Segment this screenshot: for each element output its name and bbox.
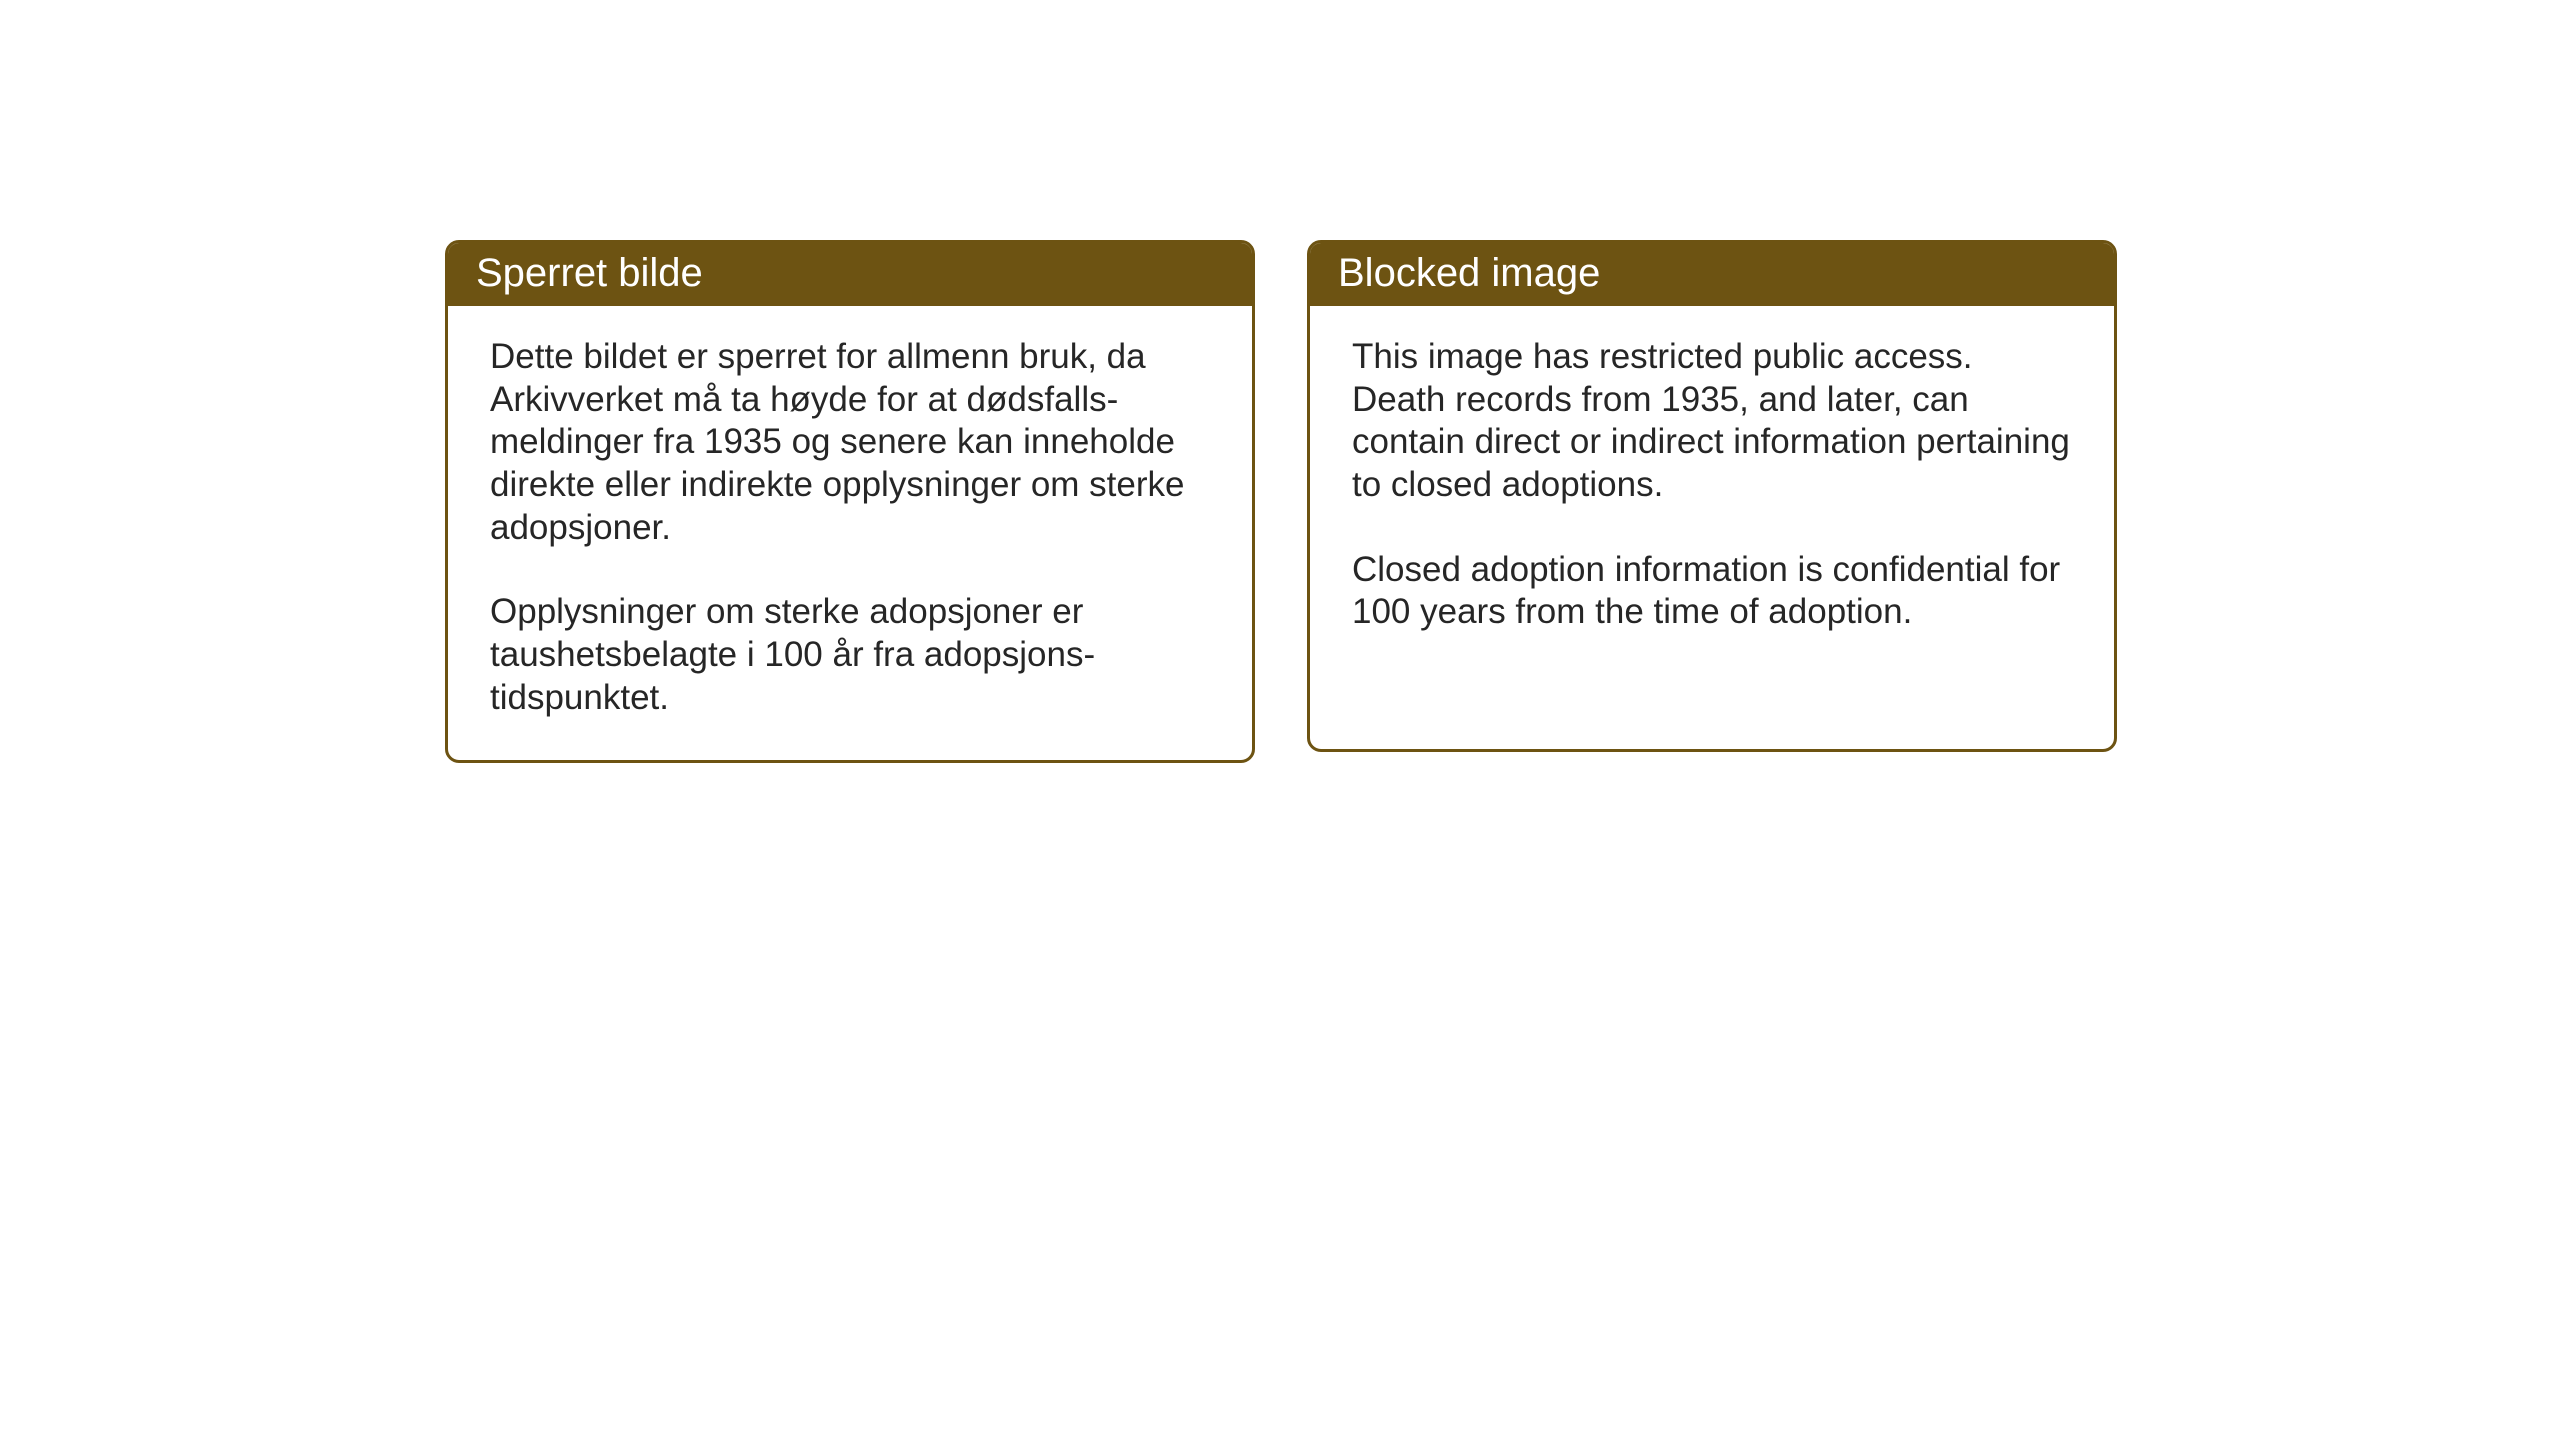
card-title-english: Blocked image	[1338, 251, 1600, 295]
paragraph-1-norwegian: Dette bildet er sperret for allmenn bruk…	[490, 336, 1210, 549]
card-body-english: This image has restricted public access.…	[1310, 306, 2114, 674]
card-header-english: Blocked image	[1310, 243, 2114, 306]
card-body-norwegian: Dette bildet er sperret for allmenn bruk…	[448, 306, 1252, 760]
card-header-norwegian: Sperret bilde	[448, 243, 1252, 306]
paragraph-2-english: Closed adoption information is confident…	[1352, 549, 2072, 634]
paragraph-1-english: This image has restricted public access.…	[1352, 336, 2072, 507]
paragraph-2-norwegian: Opplysninger om sterke adopsjoner er tau…	[490, 591, 1210, 719]
notice-card-norwegian: Sperret bilde Dette bildet er sperret fo…	[445, 240, 1255, 763]
notice-card-english: Blocked image This image has restricted …	[1307, 240, 2117, 752]
notice-container: Sperret bilde Dette bildet er sperret fo…	[0, 0, 2560, 763]
card-title-norwegian: Sperret bilde	[476, 251, 703, 295]
